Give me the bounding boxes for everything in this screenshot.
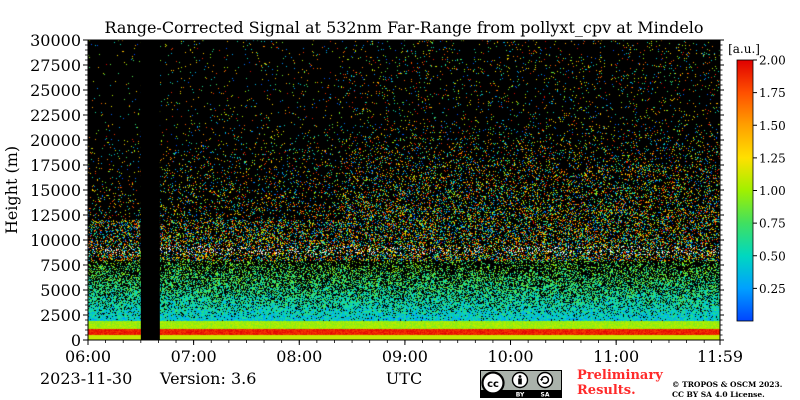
y-tick-label: 25000 bbox=[30, 81, 81, 100]
colorbar-tick-label: 0.75 bbox=[759, 217, 786, 231]
colorbar-tick-label: 1.00 bbox=[759, 184, 786, 198]
preliminary-line-2: Results. bbox=[577, 383, 636, 398]
version-label: Version: 3.6 bbox=[160, 369, 257, 388]
x-tick-label: 06:00 bbox=[65, 347, 111, 366]
svg-text:cc: cc bbox=[487, 379, 499, 390]
y-tick-label: 12500 bbox=[30, 206, 81, 225]
cc-by-sa-badge: cc BY SA bbox=[480, 370, 562, 398]
colorbar-tick-label: 1.75 bbox=[759, 86, 786, 100]
y-tick-label: 30000 bbox=[30, 31, 81, 50]
y-tick-label: 27500 bbox=[30, 56, 81, 75]
copyright-line-1: © TROPOS & OSCM 2023. bbox=[672, 380, 783, 389]
x-axis: 06:00 07:00 08:00 09:00 10:00 11:00 11:59 bbox=[65, 340, 743, 366]
colorbar-tick-label: 0.25 bbox=[759, 282, 786, 296]
y-tick-label: 5000 bbox=[40, 281, 81, 300]
date-label: 2023-11-30 bbox=[40, 369, 133, 388]
y-tick-label: 0 bbox=[71, 331, 81, 350]
preliminary-line-1: Preliminary bbox=[577, 368, 663, 383]
sa-icon bbox=[536, 371, 554, 389]
colorbar-ticks: 0.25 0.50 0.75 1.00 1.25 1.50 1.75 2.00 bbox=[753, 54, 786, 296]
colorbar-tick-label: 0.50 bbox=[759, 249, 786, 263]
copyright-notice: © TROPOS & OSCM 2023. CC BY SA 4.0 Licen… bbox=[672, 380, 782, 400]
x-axis-label: UTC bbox=[386, 369, 422, 388]
y-tick-label: 17500 bbox=[30, 156, 81, 175]
sa-text: SA bbox=[541, 391, 550, 398]
y-tick-label: 15000 bbox=[30, 181, 81, 200]
colorbar-tick-label: 1.50 bbox=[759, 119, 786, 133]
x-tick-label: 08:00 bbox=[276, 347, 322, 366]
plot-area bbox=[87, 39, 721, 341]
by-text: BY bbox=[516, 391, 525, 398]
colorbar: [a.u.] 0.25 0.50 0.75 1.00 1.25 1.50 1.75 2.00 bbox=[728, 42, 786, 322]
x-tick-label: 10:00 bbox=[487, 347, 533, 366]
colorbar-label: [a.u.] bbox=[728, 42, 760, 56]
y-axis-label: Height (m) bbox=[2, 146, 21, 234]
y-tick-label: 10000 bbox=[30, 231, 81, 250]
x-tick-label: 11:00 bbox=[593, 347, 639, 366]
y-tick-label: 2500 bbox=[40, 306, 81, 325]
colorbar-gradient bbox=[736, 59, 754, 322]
preliminary-notice: Preliminary Results. bbox=[577, 368, 663, 398]
cc-icon bbox=[481, 371, 505, 395]
y-axis: 0 2500 5000 7500 10000 12500 15000 17500 20000 22… bbox=[30, 31, 724, 350]
x-tick-label: 09:00 bbox=[382, 347, 428, 366]
no-data-gap bbox=[140, 40, 160, 340]
signal-heatmap bbox=[88, 40, 720, 340]
copyright-line-2: CC BY SA 4.0 License. bbox=[672, 390, 765, 399]
colorbar-tick-label: 1.25 bbox=[759, 151, 786, 165]
y-tick-label: 22500 bbox=[30, 106, 81, 125]
x-tick-label: 11:59 bbox=[697, 347, 743, 366]
x-tick-label: 07:00 bbox=[171, 347, 217, 366]
y-tick-label: 7500 bbox=[40, 256, 81, 275]
chart-title: Range-Corrected Signal at 532nm Far-Rang… bbox=[104, 18, 703, 37]
y-tick-label: 20000 bbox=[30, 131, 81, 150]
colorbar-tick-label: 2.00 bbox=[759, 54, 786, 68]
